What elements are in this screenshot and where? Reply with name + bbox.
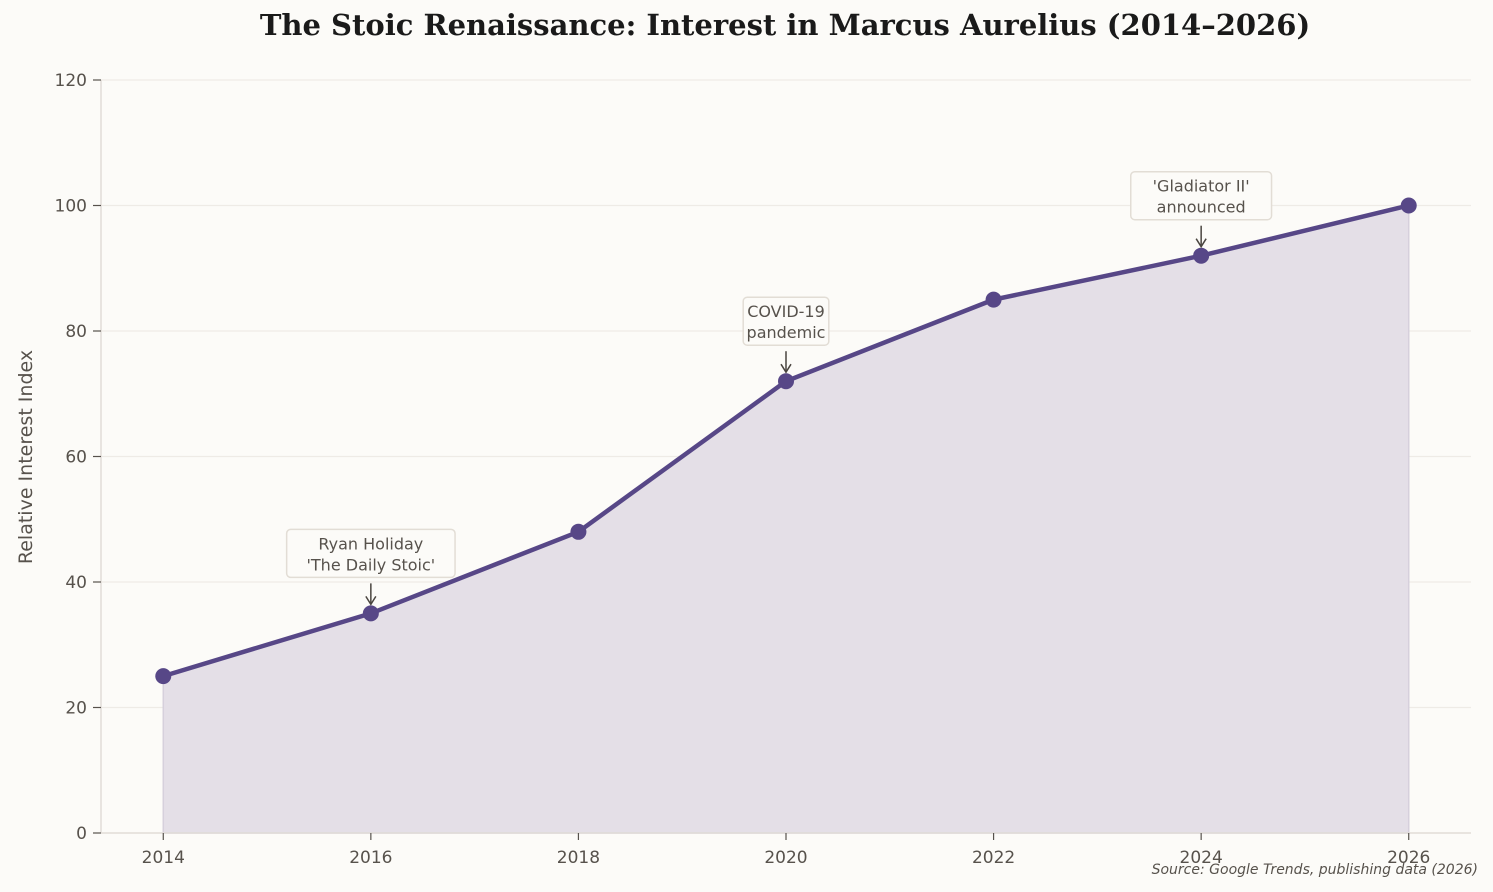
annotation-text: announced [1157, 198, 1246, 217]
y-tick-label: 120 [55, 71, 87, 91]
x-tick-label: 2026 [1387, 848, 1430, 868]
annotation-box [742, 296, 830, 346]
x-axis-ticks: 2014 2016 2018 2020 2022 2024 2026 [142, 833, 1430, 868]
arrow-head-icon [365, 595, 377, 606]
annotation-text: pandemic [747, 323, 826, 342]
y-tick-label: 60 [65, 448, 87, 468]
annotations: Ryan Holiday 'The Daily Stoic' COVID-19 pan… [285, 170, 1273, 606]
y-tick-label: 20 [65, 699, 87, 719]
data-point [155, 668, 172, 685]
y-axis-label: Relative Interest Index [15, 350, 37, 564]
data-points [155, 197, 1417, 685]
x-tick-label: 2020 [764, 848, 807, 868]
data-point [1400, 197, 1417, 214]
y-tick-label: 40 [65, 573, 87, 593]
annotation: 'Gladiator II' announced [1130, 170, 1273, 249]
arrow-head-icon [1195, 238, 1207, 249]
y-tick-label: 80 [65, 322, 87, 342]
annotation-box [1130, 170, 1273, 221]
y-tick-label: 0 [76, 824, 87, 844]
y-axis-ticks: 0 20 40 60 80 100 120 [55, 71, 101, 844]
y-tick-label: 100 [55, 197, 87, 217]
annotation-text: Ryan Holiday [318, 534, 423, 553]
annotation: Ryan Holiday 'The Daily Stoic' [285, 528, 456, 606]
data-point [570, 523, 587, 540]
x-tick-label: 2018 [557, 848, 600, 868]
x-tick-label: 2022 [972, 848, 1015, 868]
annotation-text: 'Gladiator II' [1153, 177, 1250, 196]
data-point [1193, 247, 1210, 264]
annotation-text: 'The Daily Stoic' [307, 555, 436, 574]
x-tick-label: 2016 [349, 848, 392, 868]
arrow-head-icon [780, 363, 792, 374]
x-tick-label: 2024 [1180, 848, 1223, 868]
source-note: Source: Google Trends, publishing data (… [1152, 862, 1478, 878]
x-tick-label: 2014 [142, 848, 185, 868]
chart-title: The Stoic Renaissance: Interest in Marcu… [259, 8, 1311, 42]
annotation-box [285, 528, 456, 579]
data-point [778, 373, 794, 390]
data-point [362, 605, 379, 622]
data-point [985, 291, 1002, 308]
annotation: COVID-19 pandemic [742, 296, 830, 374]
annotation-text: COVID-19 [747, 302, 825, 321]
